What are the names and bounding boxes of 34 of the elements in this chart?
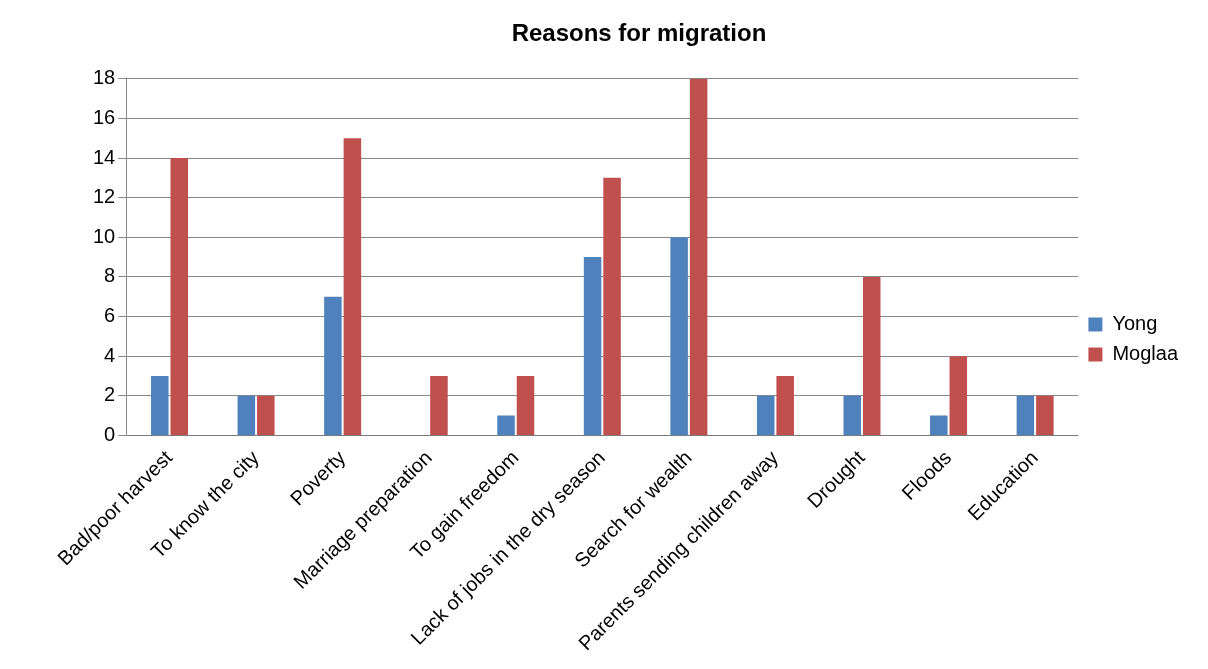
bar [843, 395, 862, 435]
y-tick-label: 14 [93, 145, 116, 168]
bar [1036, 395, 1054, 435]
bar [670, 237, 688, 435]
y-tick-label: 2 [104, 383, 116, 406]
y-tick-label: 12 [93, 185, 116, 208]
bar [516, 375, 535, 435]
chart-title: Reasons for migration [511, 19, 767, 47]
bar [343, 138, 362, 435]
bar [603, 177, 621, 435]
bar [430, 375, 448, 435]
legend-label: Moglaa [1112, 342, 1179, 365]
bar [170, 158, 189, 435]
bar [583, 257, 602, 435]
bar [776, 375, 794, 435]
bar [257, 395, 275, 435]
bar [756, 395, 775, 435]
bar [237, 395, 256, 435]
bar [151, 375, 169, 435]
bar [1016, 395, 1035, 435]
legend-label: Yong [1112, 312, 1158, 335]
bar [689, 78, 708, 435]
y-tick-label: 6 [104, 304, 116, 327]
y-tick-label: 16 [93, 105, 116, 128]
y-tick-label: 4 [104, 343, 116, 366]
y-tick-label: 10 [93, 224, 116, 247]
y-tick-label: 18 [93, 66, 116, 89]
bar [930, 415, 948, 435]
bar [324, 296, 342, 435]
bar [949, 356, 968, 435]
y-tick-label: 8 [104, 264, 116, 287]
bar [862, 276, 881, 435]
y-tick-label: 0 [104, 422, 116, 445]
bar [497, 415, 515, 435]
